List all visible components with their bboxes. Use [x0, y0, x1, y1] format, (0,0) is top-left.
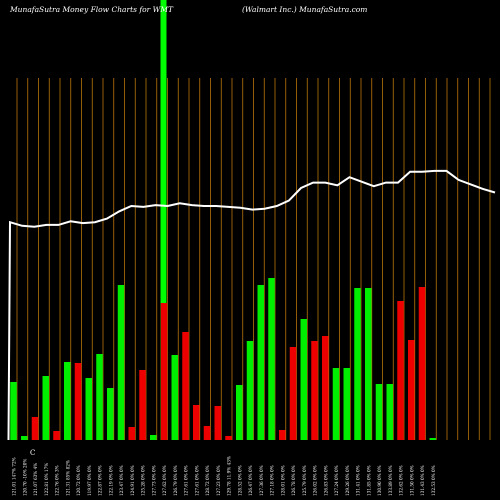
- x-tick-label: 133.89 0% 0%: [388, 465, 393, 496]
- money-flow-bar: [150, 435, 157, 440]
- x-tick-label: 127.61 0% 0%: [184, 465, 189, 496]
- money-flow-bar: [96, 354, 103, 440]
- x-tick-label: 125.79 0% 0%: [302, 465, 307, 496]
- money-flow-bars: [10, 278, 436, 440]
- x-tick-label: 126.47 0% 0%: [248, 465, 253, 496]
- x-tick-label: 127.24 0% 0%: [334, 465, 339, 496]
- money-flow-bar: [365, 288, 372, 440]
- money-flow-bar: [279, 430, 286, 440]
- x-tick-label: 126.78 0% 0%: [291, 465, 296, 496]
- x-tick-label: 128.52 0% 0%: [237, 465, 242, 496]
- x-tick-label: 119.97 0% 0%: [87, 465, 92, 496]
- money-flow-bar: [31, 417, 39, 440]
- money-flow-bar: [300, 319, 307, 440]
- money-flow-bar: [322, 336, 329, 440]
- x-tick-label: 128.01 0% 0%: [280, 465, 285, 496]
- money-flow-bar: [193, 405, 200, 440]
- money-flow-bar: [268, 278, 275, 440]
- x-tick-label: 127.23 0% 0%: [216, 465, 221, 496]
- x-tick-label: 122.76 0% 3%: [55, 465, 60, 496]
- money-flow-bar: [375, 384, 383, 440]
- money-flow-bar: [21, 436, 28, 440]
- x-tick-label: 129.26 0% 0%: [345, 465, 350, 496]
- x-tick-label: 131.50 0% 0%: [409, 465, 414, 496]
- gridlines: [16, 78, 491, 440]
- money-flow-bar: [85, 378, 92, 440]
- x-tick-label: 126.83 0% 0%: [323, 465, 328, 496]
- x-tick-label: 120.70 -10% 20%: [22, 459, 27, 496]
- x-tick-label: 122.81 0% 17%: [44, 463, 49, 496]
- money-flow-bar: [289, 347, 297, 440]
- money-flow-bar: [203, 426, 211, 440]
- x-tick-label: 126.79 0% 0%: [173, 465, 178, 496]
- x-tick-label: 121.07 63% 4%: [33, 463, 38, 496]
- money-flow-bar: [74, 363, 82, 440]
- money-flow-bar: [225, 436, 232, 440]
- price-line-layer: [7, 169, 496, 441]
- money-flow-bar: [386, 384, 393, 440]
- money-flow-bar: [354, 288, 361, 440]
- money-flow-bar: [171, 355, 178, 440]
- money-flow-bar: [236, 385, 243, 440]
- money-flow-bar: [332, 368, 340, 440]
- highlight-layer: [160, 0, 167, 440]
- x-tick-label: 127.62 0% 0%: [162, 465, 167, 496]
- x-tick-label: 132.53 0% 0%: [431, 465, 436, 496]
- money-flow-bar: [429, 438, 436, 440]
- marker-label: C: [30, 449, 35, 457]
- x-tick-label: 122.19 0% 0%: [108, 465, 113, 496]
- x-tick-label: 125.28 0% 0%: [141, 465, 146, 496]
- money-flow-bar: [311, 341, 318, 440]
- x-tick-label: 121.31 85% 82%: [65, 460, 70, 496]
- money-flow-bar: [139, 370, 146, 440]
- money-flow-bar: [343, 368, 350, 440]
- chart-title: MunafaSutra Money Flow Charts for WMT: [10, 5, 174, 14]
- x-tick-label: 127.61 0% 0%: [194, 465, 199, 496]
- money-flow-bar: [117, 285, 125, 440]
- x-tick-label: 126.02 0% 0%: [313, 465, 318, 496]
- money-flow-bar: [408, 340, 415, 440]
- x-tick-label: 131.41 0% 0%: [356, 465, 361, 496]
- x-tick-label: 130.90 0% 0%: [377, 465, 382, 496]
- x-tick-label: 123.47 0% 0%: [119, 465, 124, 496]
- x-tick-label: 128.72 0% 0%: [205, 465, 210, 496]
- chart-subtitle: (Walmart Inc.) MunafaSutra.com: [242, 5, 368, 14]
- money-flow-bar: [214, 406, 221, 440]
- x-tick-label: 127.36 0% 0%: [259, 465, 264, 496]
- money-flow-bar: [53, 431, 60, 440]
- x-tick-label: 122.87 0% 0%: [98, 465, 103, 496]
- money-flow-bar: [418, 287, 426, 440]
- x-tick-label: 124.91 0% 0%: [130, 465, 135, 496]
- money-flow-bar: [42, 376, 49, 440]
- highlight-bar: [160, 0, 167, 440]
- money-flow-bar: [107, 388, 114, 440]
- money-flow-bar: [160, 303, 168, 440]
- x-tick-label: 127.73 0% 0%: [151, 465, 156, 496]
- x-tick-label: 131.43 0% 0%: [420, 465, 425, 496]
- x-tick-label: 121.01 147% 72%: [12, 457, 17, 496]
- x-tick-label: 120.72 0% 0%: [76, 465, 81, 496]
- x-tick-label: 131.85 0% 0%: [366, 465, 371, 496]
- money-flow-bar: [10, 382, 17, 440]
- money-flow-bar: [246, 341, 254, 440]
- money-flow-bar: [257, 285, 264, 440]
- x-tick-label: 132.62 0% 0%: [399, 465, 404, 496]
- x-tick-label: 129.78 11.9% 43%: [227, 456, 232, 496]
- money-flow-bar: [128, 427, 135, 440]
- money-flow-bar: [64, 362, 71, 440]
- money-flow-bar: [397, 301, 404, 440]
- price-line: [7, 169, 496, 441]
- x-tick-label: 127.18 0% 0%: [270, 465, 275, 496]
- x-axis-labels: 121.01 147% 72% 120.70 -10% 20% 121.07 63%…: [12, 456, 436, 496]
- money-flow-bar: [182, 332, 189, 440]
